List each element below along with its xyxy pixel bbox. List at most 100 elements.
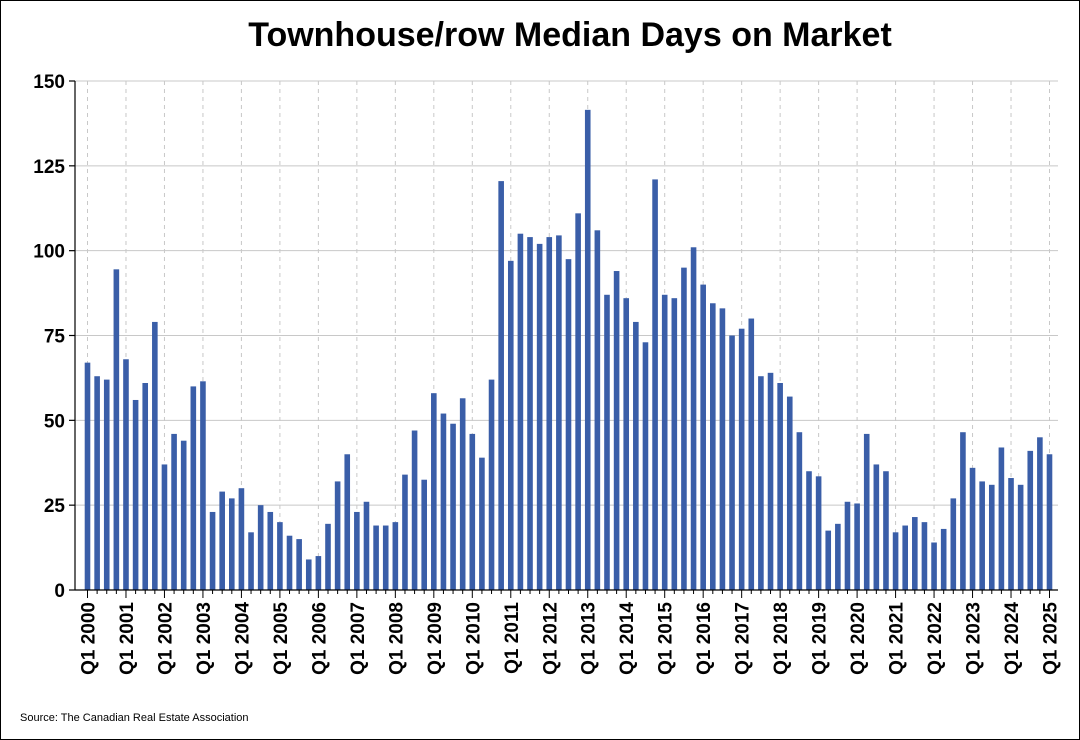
bar — [498, 181, 504, 590]
bar — [152, 321, 158, 590]
x-tick-label: Q1 2004 — [232, 602, 253, 675]
x-tick-label: Q1 2017 — [733, 602, 754, 675]
bar — [1008, 478, 1014, 590]
bar — [584, 109, 591, 591]
bar — [219, 491, 225, 590]
bar — [777, 383, 783, 590]
bar — [575, 213, 581, 590]
bar — [142, 383, 149, 590]
x-tick-label: Q1 2022 — [925, 602, 946, 675]
bar — [450, 423, 456, 590]
y-tick-label: 75 — [44, 327, 66, 348]
bar — [681, 267, 687, 590]
bar — [392, 522, 399, 590]
x-tick-label: Q1 2013 — [579, 602, 600, 675]
y-tick-label: 25 — [44, 496, 66, 517]
bar — [690, 247, 697, 591]
y-tick-label: 0 — [54, 581, 65, 602]
bar — [633, 321, 639, 590]
y-tick-label: 50 — [44, 411, 65, 432]
x-tick-label: Q1 2019 — [810, 602, 831, 675]
bar — [835, 523, 841, 590]
x-tick-label: Q1 2009 — [425, 602, 446, 675]
bar — [94, 376, 100, 590]
bar — [459, 398, 466, 590]
bar — [988, 484, 995, 590]
x-tick-label: Q1 2016 — [694, 602, 715, 675]
x-tick-label: Q1 2012 — [540, 602, 561, 675]
x-tick-label: Q1 2002 — [155, 602, 176, 675]
bar — [1017, 484, 1024, 590]
bar — [325, 523, 331, 590]
x-tick-label: Q1 2000 — [79, 602, 100, 675]
bar — [854, 503, 860, 590]
x-tick-label: Q1 2007 — [348, 602, 369, 675]
x-tick-label: Q1 2001 — [117, 602, 138, 675]
bar — [767, 372, 774, 590]
bar — [238, 488, 245, 590]
bar — [373, 525, 379, 590]
bar — [190, 386, 197, 590]
bar — [892, 532, 899, 590]
bar — [565, 259, 572, 590]
bar — [507, 260, 514, 590]
bar — [556, 235, 562, 590]
bar — [517, 233, 524, 590]
bar — [123, 359, 129, 590]
x-tick-label: Q1 2005 — [271, 602, 292, 675]
x-tick-label: Q1 2011 — [502, 602, 523, 674]
bar — [200, 381, 206, 590]
bar — [661, 294, 668, 590]
bar — [604, 294, 610, 590]
bar — [950, 498, 957, 590]
bar — [652, 179, 658, 590]
bar — [527, 237, 533, 591]
y-tick-label: 100 — [33, 242, 65, 263]
y-tick-label: 150 — [33, 72, 65, 93]
x-tick-label: Q1 2021 — [887, 602, 908, 675]
bar — [440, 413, 447, 590]
bar — [594, 230, 601, 590]
bar — [931, 542, 937, 590]
bar — [738, 328, 745, 590]
bar — [402, 474, 408, 590]
bar — [382, 525, 389, 590]
bar — [363, 501, 370, 590]
bar — [257, 505, 264, 590]
bar — [863, 433, 870, 590]
bar — [411, 430, 418, 590]
source-note: Source: The Canadian Real Estate Associa… — [20, 712, 249, 724]
bar — [305, 559, 312, 590]
x-tick-label: Q1 2015 — [656, 602, 677, 675]
x-tick-label: Q1 2020 — [848, 602, 869, 675]
x-tick-label: Q1 2003 — [194, 602, 215, 675]
x-tick-label: Q1 2023 — [964, 602, 985, 675]
chart-title: Townhouse/row Median Days on Market — [248, 16, 892, 54]
bar — [912, 517, 918, 590]
bar — [700, 284, 706, 590]
x-tick-label: Q1 2014 — [617, 602, 638, 675]
bar — [209, 511, 216, 590]
bar — [613, 271, 620, 590]
bars — [84, 109, 1053, 591]
bar — [469, 433, 476, 590]
x-tick-label: Q1 2024 — [1002, 602, 1023, 675]
bar — [623, 298, 630, 590]
bar — [902, 525, 908, 590]
bar — [729, 335, 735, 590]
bar — [296, 539, 302, 590]
bar — [84, 362, 91, 590]
x-tick-label: Q1 2025 — [1041, 602, 1062, 675]
bar — [671, 298, 678, 590]
bar — [960, 432, 966, 590]
bar — [132, 399, 139, 590]
bar — [421, 479, 427, 590]
bar — [344, 454, 351, 590]
x-tick-label: Q1 2006 — [309, 602, 330, 675]
bar — [488, 379, 495, 590]
bar — [1027, 450, 1034, 590]
bar — [969, 467, 976, 590]
bar — [844, 501, 851, 590]
bar — [354, 511, 360, 590]
bar — [642, 342, 649, 590]
